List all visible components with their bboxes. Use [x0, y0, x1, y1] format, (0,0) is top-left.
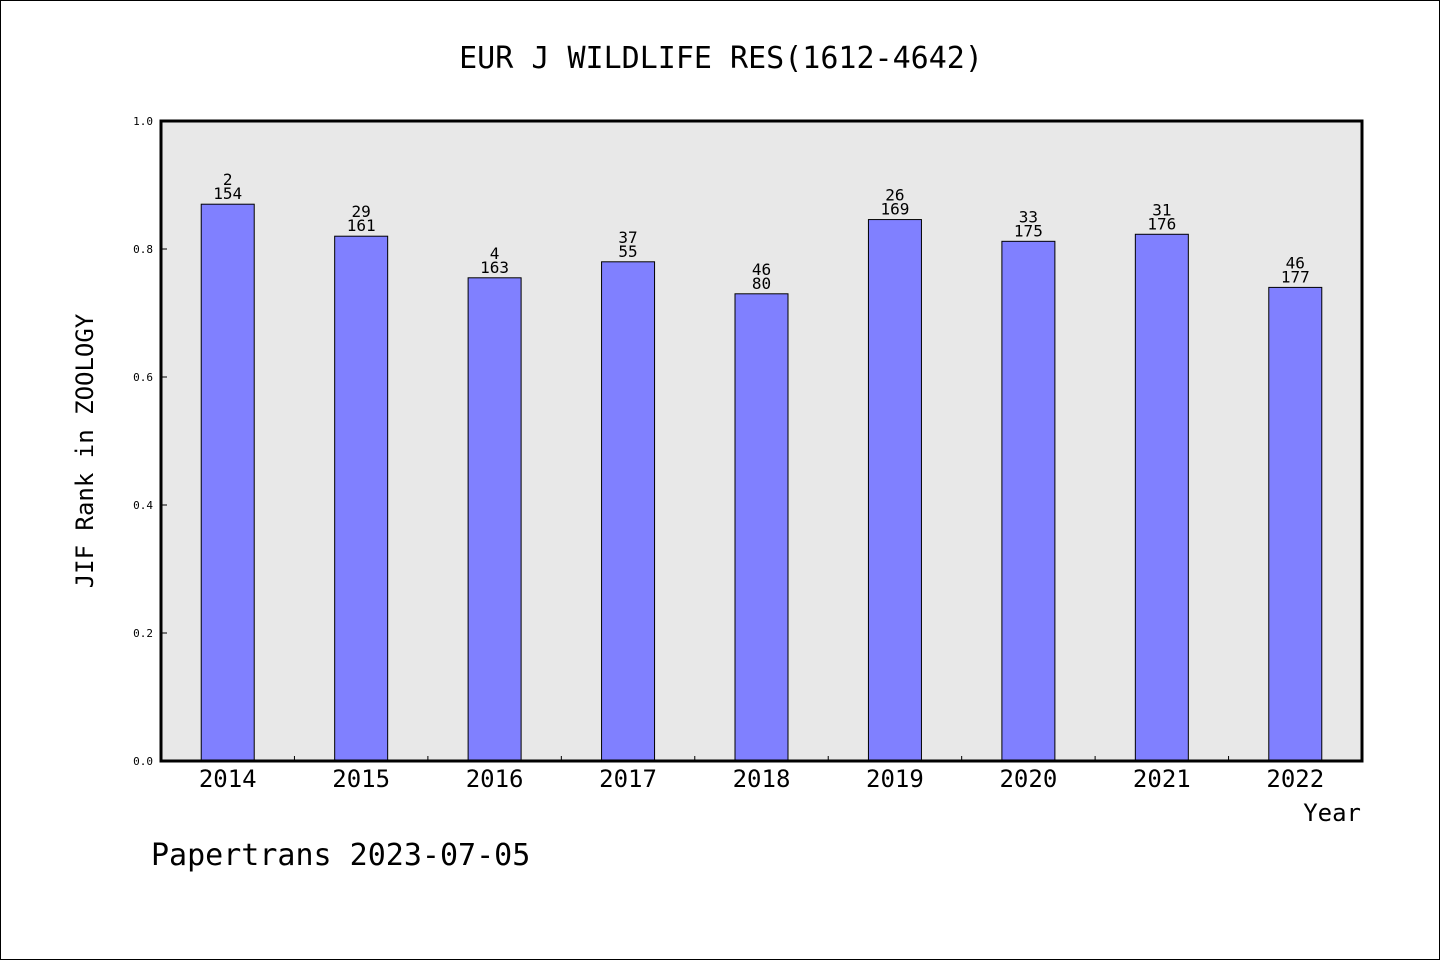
bar-2016 — [467, 277, 522, 762]
x-tick-label-2016: 2016 — [466, 765, 524, 793]
y-tick-label: 1.0 — [133, 115, 153, 128]
bar-label-total-2018: 80 — [752, 274, 771, 293]
x-tick-label-2020: 2020 — [999, 765, 1057, 793]
plot-area: 2154201429161201541632016375520174680201… — [133, 115, 1364, 793]
bar-2022 — [1268, 286, 1323, 762]
bar-label-total-2017: 55 — [618, 242, 637, 261]
bar-label-rank-2020: 33 — [1019, 207, 1038, 226]
bar-label-total-2015: 161 — [347, 216, 376, 235]
x-axis-label: Year — [1303, 799, 1361, 827]
bar-label-rank-2016: 4 — [490, 244, 500, 263]
bar-label-rank-2019: 26 — [885, 186, 904, 205]
bar-label-total-2021: 176 — [1147, 214, 1176, 233]
bar-2019 — [867, 219, 922, 762]
bar-2018 — [734, 293, 789, 762]
footer-credit: Papertrans 2023-07-05 — [151, 838, 530, 873]
x-tick-label-2014: 2014 — [199, 765, 257, 793]
x-tick-label-2015: 2015 — [332, 765, 390, 793]
bar-label-rank-2014: 2 — [223, 170, 233, 189]
bar-label-total-2019: 169 — [880, 200, 909, 219]
bar-2020 — [1001, 240, 1056, 762]
y-tick-label: 0.6 — [133, 371, 153, 384]
x-tick-label-2017: 2017 — [599, 765, 657, 793]
bar-label-rank-2015: 29 — [352, 202, 371, 221]
x-tick-label-2021: 2021 — [1133, 765, 1191, 793]
bar-label-total-2016: 163 — [480, 258, 509, 277]
bar-label-rank-2021: 31 — [1152, 200, 1171, 219]
y-tick-label: 0.2 — [133, 627, 153, 640]
x-tick-label-2019: 2019 — [866, 765, 924, 793]
bar-label-total-2020: 175 — [1014, 221, 1043, 240]
bar-label-total-2014: 154 — [213, 184, 242, 203]
y-tick-label: 0.4 — [133, 499, 153, 512]
chart-title: EUR J WILDLIFE RES(1612-4642) — [459, 41, 983, 76]
x-tick-label-2018: 2018 — [733, 765, 791, 793]
y-tick-label: 0.8 — [133, 243, 153, 256]
bar-label-rank-2017: 37 — [618, 228, 637, 247]
bar-label-rank-2022: 46 — [1286, 253, 1305, 272]
bar-2021 — [1134, 233, 1189, 762]
bar-label-total-2022: 177 — [1281, 267, 1310, 286]
bar-2015 — [334, 235, 389, 762]
bar-label-rank-2018: 46 — [752, 260, 771, 279]
y-axis-label: JIF Rank in ZOOLOGY — [71, 313, 99, 588]
x-tick-label-2022: 2022 — [1266, 765, 1324, 793]
plot-border — [159, 119, 1364, 763]
bar-2014 — [200, 203, 255, 762]
bar-2017 — [601, 261, 656, 762]
y-tick-label: 0.0 — [133, 755, 153, 768]
